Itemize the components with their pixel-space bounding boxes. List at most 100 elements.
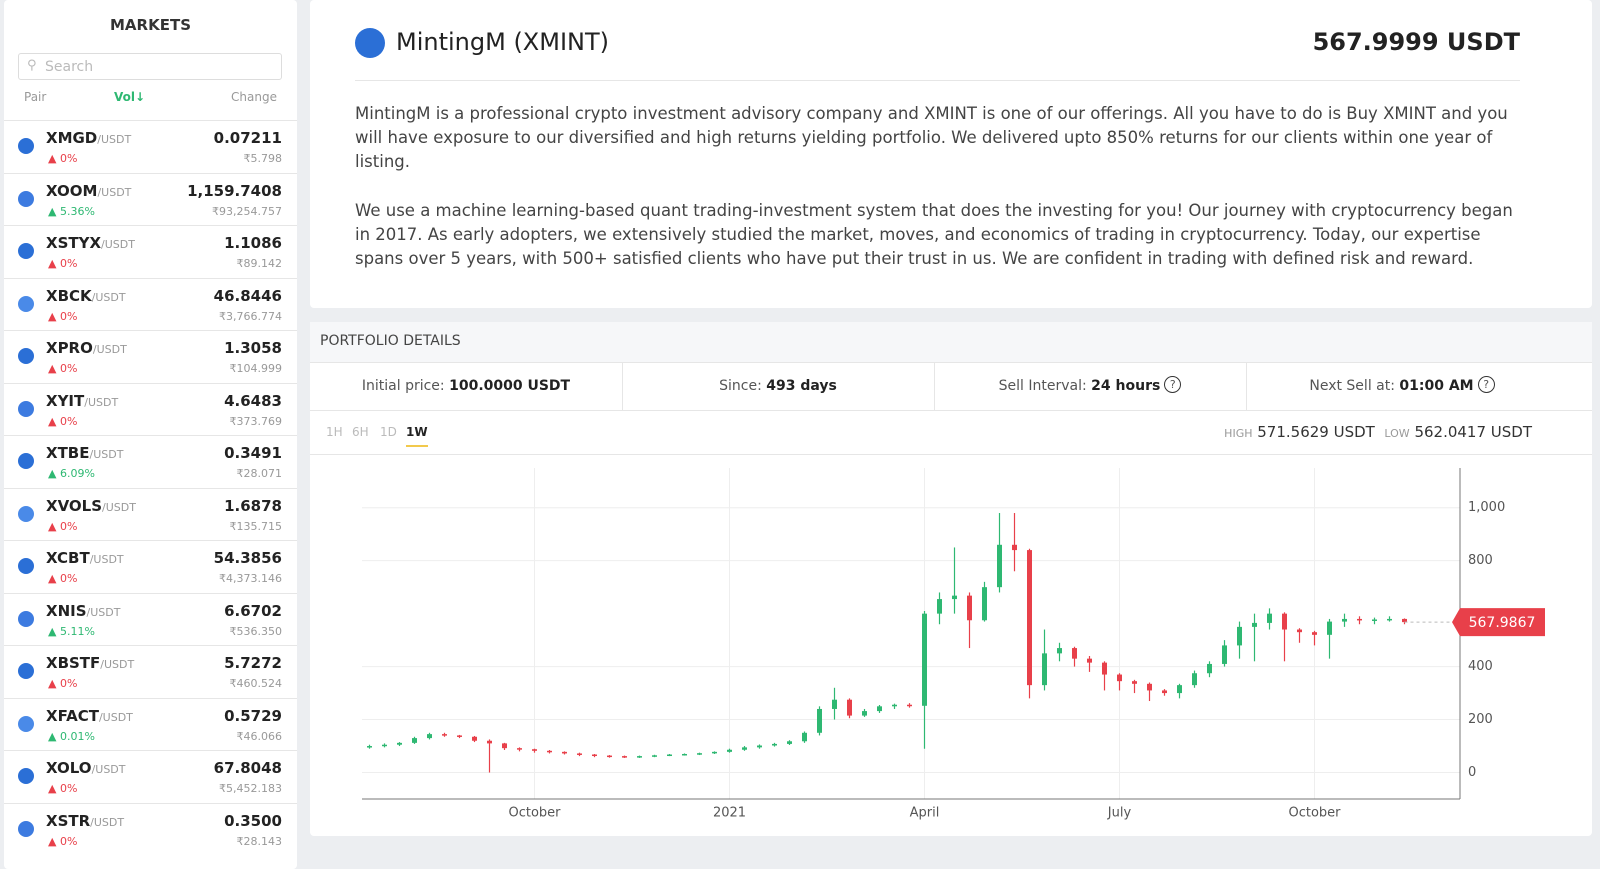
market-row[interactable]: XOOM/USDT ▲ 5.36% 1,159.7408 ₹93,254.757 xyxy=(4,172,297,226)
change-value: 0% xyxy=(59,572,78,585)
range-tab[interactable]: 1D xyxy=(380,425,397,439)
coin-name: MintingM (XMINT) xyxy=(396,28,610,56)
coin-icon xyxy=(18,453,34,469)
candle-body xyxy=(397,742,402,745)
candle-body xyxy=(727,749,732,752)
pair-quote: /USDT xyxy=(97,185,132,199)
stat: Sell Interval: 24 hours? xyxy=(934,362,1247,410)
coin-icon xyxy=(18,348,34,364)
candle-body xyxy=(1102,662,1107,675)
stat-label: Next Sell at: xyxy=(1309,378,1395,394)
price: 0.3491 xyxy=(224,444,282,462)
candle-body xyxy=(1282,613,1287,630)
candle-body xyxy=(1162,690,1167,694)
change-value: 0% xyxy=(59,782,78,795)
candle-body xyxy=(502,743,507,749)
low-value: 562.0417 USDT xyxy=(1414,423,1532,441)
candle-body xyxy=(1087,658,1092,663)
market-row[interactable]: XCBT/USDT ▲ 0% 54.3856 ₹4,373.146 xyxy=(4,540,297,593)
help-icon[interactable]: ? xyxy=(1477,376,1495,393)
description: MintingM is a professional crypto invest… xyxy=(355,104,1508,171)
market-row[interactable]: XYIT/USDT ▲ 0% 4.6483 ₹373.769 xyxy=(4,382,297,436)
candle-body xyxy=(442,734,447,736)
change: ▲ 0% xyxy=(48,309,78,323)
market-row[interactable]: XNIS/USDT ▲ 5.11% 6.6702 ₹536.350 xyxy=(4,592,297,646)
column-header[interactable]: Vol↓ xyxy=(114,90,146,104)
x-tick-label: October xyxy=(1288,806,1341,821)
candle-body xyxy=(1387,618,1392,621)
change: ▲ 0% xyxy=(48,152,78,165)
y-tick-label: 400 xyxy=(1468,659,1493,674)
coin-icon xyxy=(18,663,34,679)
high-low: HIGH 571.5629 USDT LOW 562.0417 USDT xyxy=(1224,423,1532,441)
pair-quote: /USDT xyxy=(91,763,126,776)
search-placeholder: Search xyxy=(45,59,94,75)
candle-body xyxy=(877,706,882,712)
change: ▲ 0.01% xyxy=(48,729,95,743)
market-row[interactable]: XPRO/USDT ▲ 0% 1.3058 ₹104.999 xyxy=(4,330,297,383)
candle-body xyxy=(997,544,1002,588)
candle-body xyxy=(1132,681,1137,684)
market-row[interactable]: XTBE/USDT ▲ 6.09% 0.3491 ₹28.071 xyxy=(4,435,297,488)
candle-body xyxy=(457,735,462,737)
price: 0.07211 xyxy=(213,129,282,147)
candle-body xyxy=(1072,648,1077,659)
candle-body xyxy=(1402,618,1407,623)
price: 0.3500 xyxy=(224,811,282,830)
candle-body xyxy=(787,741,792,744)
candle-body xyxy=(1222,645,1227,664)
market-row[interactable]: XFACT/USDT ▲ 0.01% 0.5729 ₹46.066 xyxy=(4,697,297,751)
high-label: HIGH xyxy=(1224,427,1253,440)
y-tick-label: 1,000 xyxy=(1468,500,1505,515)
market-row[interactable]: XMGD/USDT ▲ 0% 0.07211 ₹5.798 xyxy=(4,120,297,173)
candle-body xyxy=(922,613,927,706)
column-header[interactable]: Pair xyxy=(24,90,47,104)
fiat-value: ₹460.524 xyxy=(229,677,283,690)
coin-icon xyxy=(18,610,34,627)
candle-body xyxy=(1342,618,1347,622)
candle-body xyxy=(862,711,867,716)
pair: XMGD/USDT xyxy=(46,129,131,147)
pair-symbol: XMGD xyxy=(46,129,98,147)
range-tab[interactable]: 1W xyxy=(406,425,428,447)
change-value: 6.09% xyxy=(59,467,95,480)
candle-body xyxy=(697,753,702,755)
fiat-value: ₹89.142 xyxy=(236,257,283,270)
coin-icon xyxy=(18,715,34,732)
change-value: 0% xyxy=(59,257,78,270)
market-row[interactable]: XVOLS/USDT ▲ 0% 1.6878 ₹135.715 xyxy=(4,487,297,541)
price: 5.7272 xyxy=(224,654,282,672)
pair-symbol: XOOM xyxy=(46,181,98,200)
pair-quote: /USDT xyxy=(91,290,126,304)
candle-body xyxy=(472,736,477,741)
candle-body xyxy=(1312,632,1317,635)
price-chart: 0 200 400 800 1,000 October 2021 April July Octob… xyxy=(362,468,1545,821)
column-label: Vol xyxy=(114,90,135,104)
column-header[interactable]: Change xyxy=(231,90,277,104)
change-value: 0% xyxy=(59,834,78,848)
coin-icon xyxy=(18,295,34,312)
coin-icon xyxy=(18,400,34,417)
market-row[interactable]: XSTR/USDT ▲ 0% 0.3500 ₹28.143 xyxy=(4,802,297,856)
pair-quote: /USDT xyxy=(102,500,136,514)
pair-symbol: XPRO xyxy=(46,339,93,357)
candle-body xyxy=(607,755,612,758)
candle-body xyxy=(382,744,387,747)
coin-icon xyxy=(18,505,34,522)
fiat-value: ₹536.350 xyxy=(229,624,283,638)
market-row[interactable]: XBSTF/USDT ▲ 0% 5.7272 ₹460.524 xyxy=(4,645,297,698)
fiat-value: ₹5,452.183 xyxy=(219,782,282,795)
search-box[interactable]: ⚲ Search xyxy=(18,53,282,80)
pair: XNIS/USDT xyxy=(46,602,120,620)
range-tab[interactable]: 1H xyxy=(326,425,343,439)
market-row[interactable]: XOLO/USDT ▲ 0% 67.8048 ₹5,452.183 xyxy=(4,750,297,803)
help-icon[interactable]: ? xyxy=(1164,376,1182,393)
range-tab[interactable]: 6H xyxy=(352,425,369,439)
change: ▲ 0% xyxy=(48,677,78,690)
stat: Since: 493 days xyxy=(622,362,935,410)
market-row[interactable]: XBCK/USDT ▲ 0% 46.8446 ₹3,766.774 xyxy=(4,277,297,331)
stat-value: 01:00 AM xyxy=(1399,378,1474,394)
pair: XTBE/USDT xyxy=(46,444,123,462)
candle-body xyxy=(1252,622,1257,627)
market-row[interactable]: XSTYX/USDT ▲ 0% 1.1086 ₹89.142 xyxy=(4,225,297,278)
